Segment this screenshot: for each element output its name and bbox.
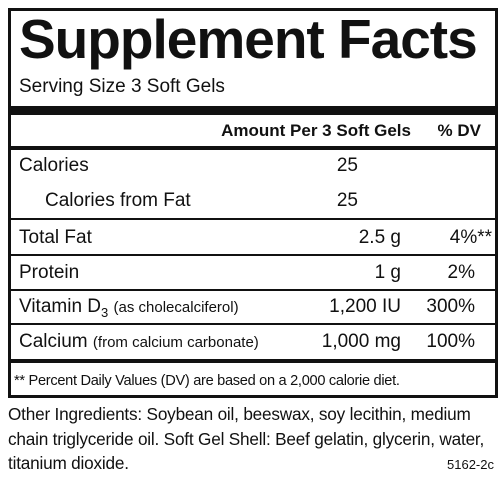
product-code: 5162-2c xyxy=(447,457,494,472)
title: Supplement Facts xyxy=(19,8,478,70)
nutrient-label: Total Fat xyxy=(19,227,92,249)
amount: 25 xyxy=(336,155,358,176)
amount: 2.5 g xyxy=(358,227,401,248)
nutrient-name: Protein xyxy=(19,262,80,283)
nutrient-label: Calcium (from calcium carbonate) xyxy=(19,331,259,354)
row-rule xyxy=(11,323,495,325)
facts-panel: Supplement Facts Serving Size 3 Soft Gel… xyxy=(8,8,498,398)
nutrient-label: Calories xyxy=(19,155,89,177)
row-rule xyxy=(11,254,495,256)
nutrient-label: Vitamin D3 (as cholecalciferol) xyxy=(19,296,239,324)
subscript: 3 xyxy=(101,304,109,320)
nutrient-name: Calories from Fat xyxy=(45,190,191,211)
row-rule xyxy=(11,289,495,291)
dv-header: % DV xyxy=(437,121,481,140)
amount: 1,200 IU xyxy=(329,296,401,317)
daily-value: 4%** xyxy=(449,227,492,248)
nutrient-label: Protein xyxy=(19,262,79,284)
nutrient-note: (from calcium carbonate) xyxy=(92,334,259,351)
nutrient-name: Calcium xyxy=(19,331,88,352)
footnote: ** Percent Daily Values (DV) are based o… xyxy=(14,373,400,389)
amount-header: Amount Per 3 Soft Gels xyxy=(221,121,411,140)
amount: 1,000 mg xyxy=(321,331,401,352)
nutrient-name: Total Fat xyxy=(19,227,92,248)
other-ingredients: Other Ingredients: Soybean oil, beeswax,… xyxy=(8,404,485,473)
serving-size: Serving Size 3 Soft Gels xyxy=(19,76,225,97)
row-rule xyxy=(11,218,495,220)
daily-value: 2% xyxy=(447,262,475,283)
nutrient-note: (as cholecalciferol) xyxy=(113,299,239,316)
nutrient-label: Calories from Fat xyxy=(45,190,191,212)
nutrient-name: Vitamin D xyxy=(19,296,102,317)
rule xyxy=(11,359,495,363)
nutrient-name: Calories xyxy=(19,155,89,176)
rule xyxy=(11,146,495,150)
amount: 25 xyxy=(336,190,358,211)
amount: 1 g xyxy=(374,262,401,283)
rule xyxy=(11,106,495,115)
daily-value: 300% xyxy=(426,296,475,317)
daily-value: 100% xyxy=(426,331,475,352)
